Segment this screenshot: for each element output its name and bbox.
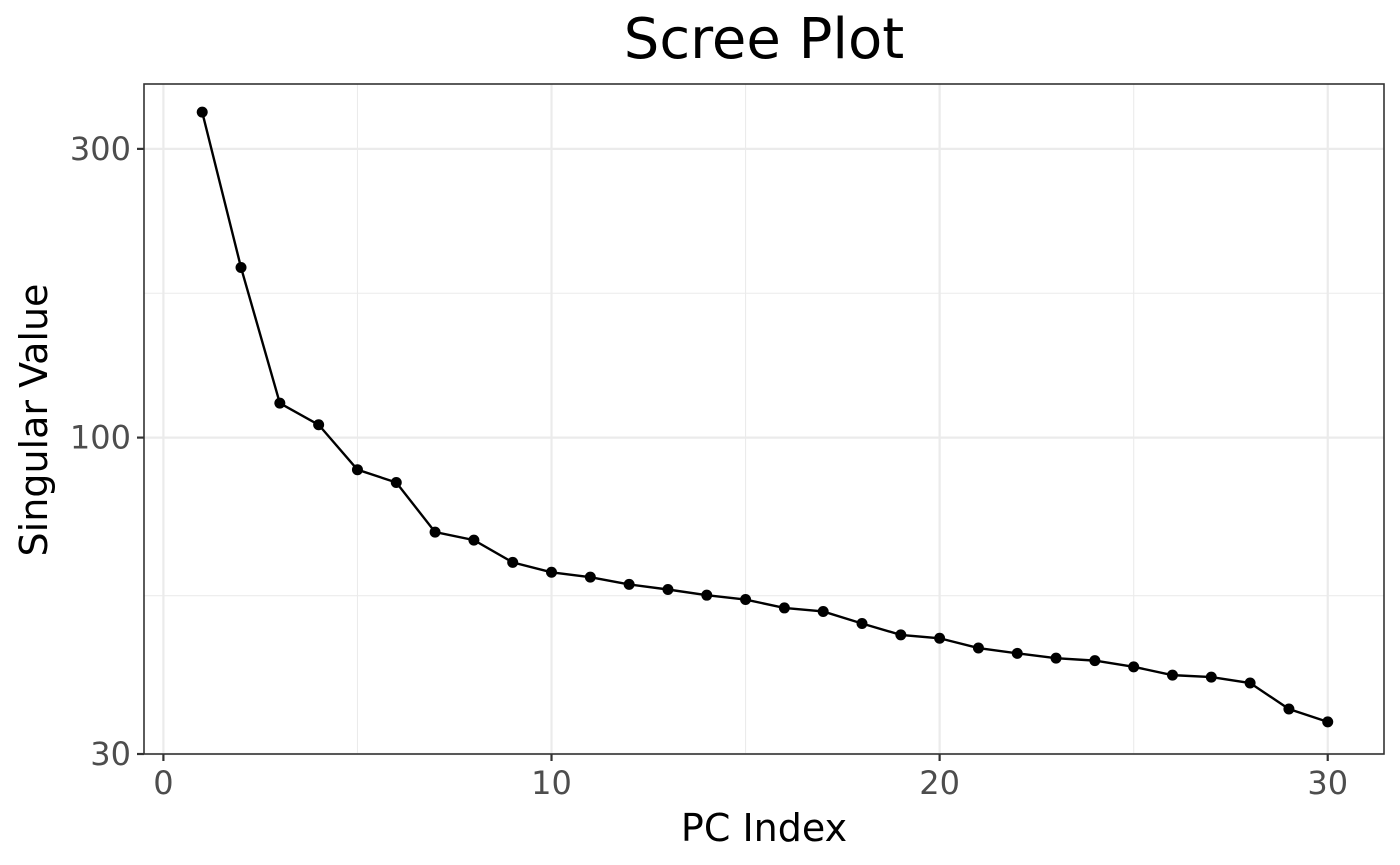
data-point — [235, 262, 247, 274]
data-point — [313, 419, 325, 431]
data-point — [546, 566, 558, 578]
data-point — [468, 534, 480, 546]
data-point — [701, 589, 713, 601]
data-point — [778, 602, 790, 614]
data-point — [1089, 655, 1101, 667]
x-axis-title: PC Index — [681, 806, 847, 850]
data-point — [584, 571, 596, 583]
data-point — [623, 578, 635, 590]
data-point — [429, 526, 441, 538]
data-point — [934, 632, 946, 644]
data-point — [856, 617, 868, 629]
data-point — [1322, 716, 1334, 728]
series-layer — [196, 106, 1334, 728]
series-line — [201, 111, 1329, 724]
tick-layer: 0 10 20 30 30 100 300 — [70, 130, 1348, 802]
y-tick-label: 100 — [70, 419, 131, 457]
data-point — [817, 605, 829, 617]
data-point — [972, 642, 984, 654]
data-point — [1205, 671, 1217, 683]
y-tick-label: 30 — [90, 735, 131, 773]
data-point — [1011, 647, 1023, 659]
x-tick-label: 20 — [919, 764, 960, 802]
data-point — [895, 629, 907, 641]
data-point — [662, 584, 674, 596]
y-tick-label: 300 — [70, 130, 131, 168]
grid-layer — [144, 84, 1384, 756]
y-axis-title: Singular Value — [12, 284, 56, 557]
plot-panel-border — [143, 83, 1385, 755]
x-tick-label: 10 — [531, 764, 572, 802]
data-point — [740, 594, 752, 606]
data-point — [1050, 652, 1062, 664]
data-point — [1244, 677, 1256, 689]
data-point — [1128, 661, 1140, 673]
data-point — [1166, 669, 1178, 681]
x-tick-label: 0 — [153, 764, 173, 802]
x-tick-label: 30 — [1307, 764, 1348, 802]
data-point — [274, 397, 286, 409]
chart-title: Scree Plot — [624, 7, 904, 72]
data-point — [390, 476, 402, 488]
data-point — [507, 556, 519, 568]
data-point — [1283, 703, 1295, 715]
data-point — [351, 464, 363, 476]
data-point — [196, 106, 208, 118]
